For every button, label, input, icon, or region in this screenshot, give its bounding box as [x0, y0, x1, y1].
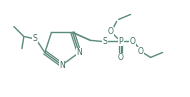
Text: P: P	[118, 37, 123, 46]
Text: O: O	[108, 27, 113, 36]
Text: N: N	[76, 48, 82, 57]
Text: O: O	[130, 37, 135, 46]
Text: S: S	[102, 37, 107, 46]
Text: S: S	[32, 34, 37, 43]
Text: O: O	[118, 53, 124, 62]
Text: N: N	[59, 61, 65, 69]
Text: O: O	[138, 47, 143, 56]
